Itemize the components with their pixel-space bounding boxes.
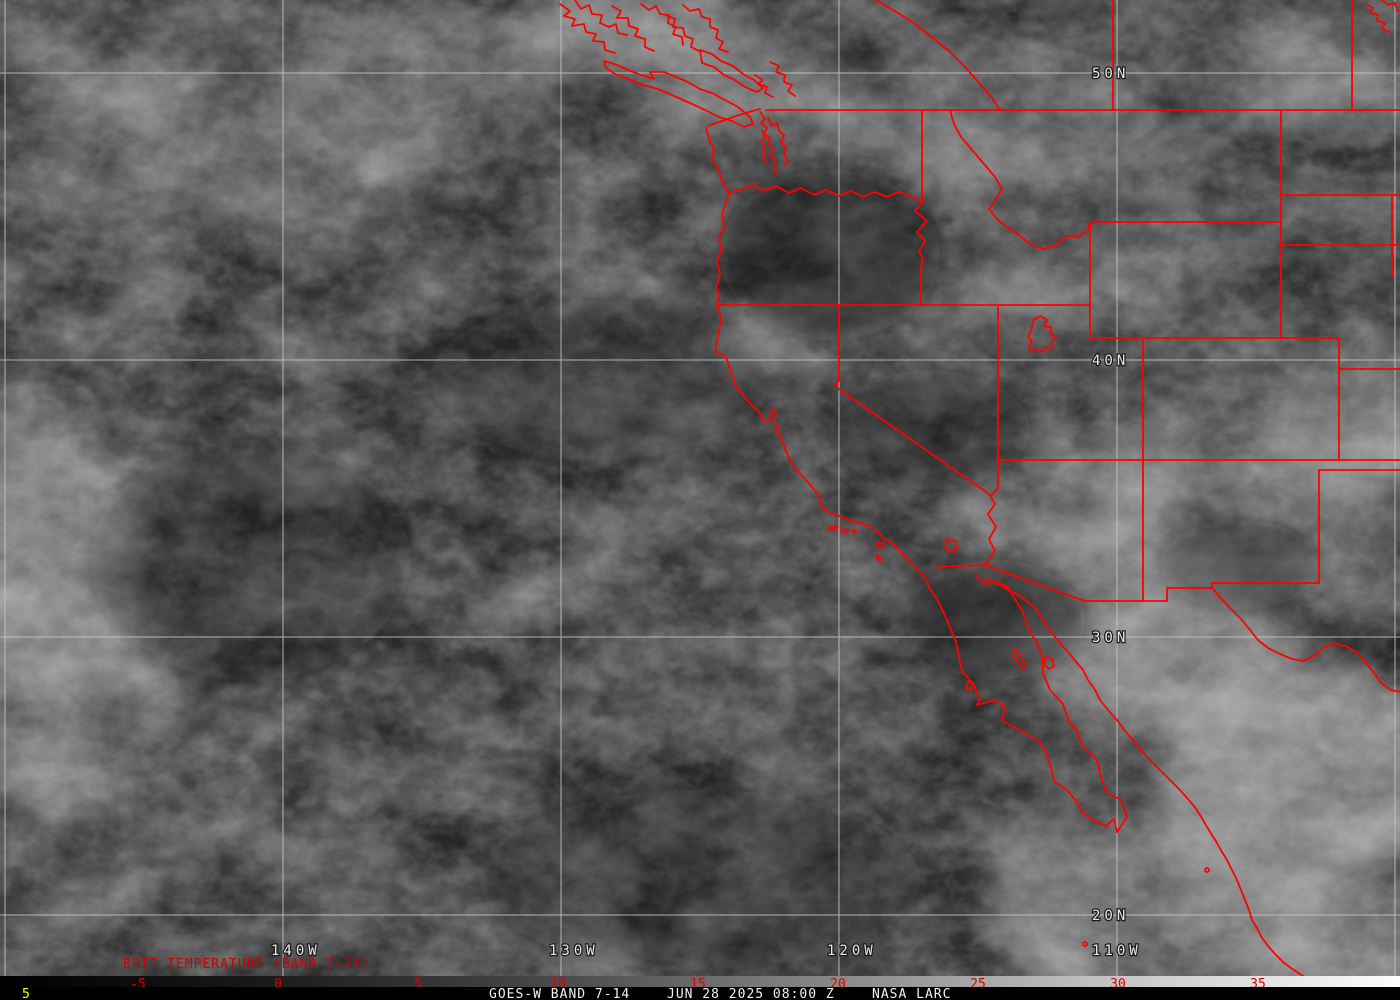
caption-satellite: GOES-W BAND 7-14 xyxy=(489,987,630,1000)
offshore-island-dot xyxy=(1082,941,1088,947)
salton-sea xyxy=(944,538,958,553)
strait-of-georgia-coast xyxy=(699,49,796,98)
lat-label-50n: 50N xyxy=(1092,66,1129,82)
frame-number: 5 xyxy=(22,987,30,1000)
lon-label-130w: 130W xyxy=(549,943,599,959)
product-title: BRIT TEMPERATURE (BAND 7-14) xyxy=(123,957,370,972)
lat-label-30n: 30N xyxy=(1092,630,1129,646)
lon-label-110w: 110W xyxy=(1092,943,1142,959)
california-coast xyxy=(714,304,931,590)
washington-coast xyxy=(705,127,730,194)
grid-labels: 50N 40N 30N 20N 140W 130W 120W 110W xyxy=(270,65,1142,961)
us-mexico-border xyxy=(935,564,1213,602)
newmexico-texas-border xyxy=(1211,469,1320,589)
bc-coast xyxy=(559,0,729,54)
rio-grande xyxy=(1211,587,1400,693)
mexico-mainland-coast xyxy=(984,577,1323,991)
map-boundaries-overlay xyxy=(559,0,1400,991)
caption-bar: 5 GOES-W BAND 7-14 JUN 28 2025 08:00 Z N… xyxy=(0,987,1400,1000)
lon-label-120w: 120W xyxy=(827,943,877,959)
columbia-river-border xyxy=(728,184,923,203)
colorado-river-border xyxy=(984,493,997,567)
vancouver-island xyxy=(603,60,754,128)
bc-alberta-border xyxy=(875,0,1001,111)
gulf-islands xyxy=(965,648,1055,691)
baja-california-coast xyxy=(929,574,1128,833)
caption-datetime: JUN 28 2025 08:00 Z xyxy=(667,987,835,1000)
channel-islands xyxy=(827,525,885,562)
snake-river-border xyxy=(914,201,928,306)
idaho-montana-border xyxy=(949,109,1091,250)
great-salt-lake xyxy=(1027,315,1057,353)
latlon-grid xyxy=(0,0,1400,976)
oregon-coast xyxy=(715,192,730,306)
lat-label-40n: 40N xyxy=(1092,353,1129,369)
lon-label-140w: 140W xyxy=(271,943,321,959)
colorbar-tick: 0 xyxy=(274,977,282,992)
offshore-island-dot xyxy=(1204,867,1210,873)
colorbar-tick: 5 xyxy=(414,977,422,992)
lat-label-20n: 20N xyxy=(1092,908,1129,924)
manitoba-lakes xyxy=(1365,0,1400,33)
puget-sound xyxy=(707,108,789,175)
california-nevada-border xyxy=(834,304,990,495)
caption-credit: NASA LARC xyxy=(872,987,951,1000)
nevada-arizona-border xyxy=(990,459,999,497)
